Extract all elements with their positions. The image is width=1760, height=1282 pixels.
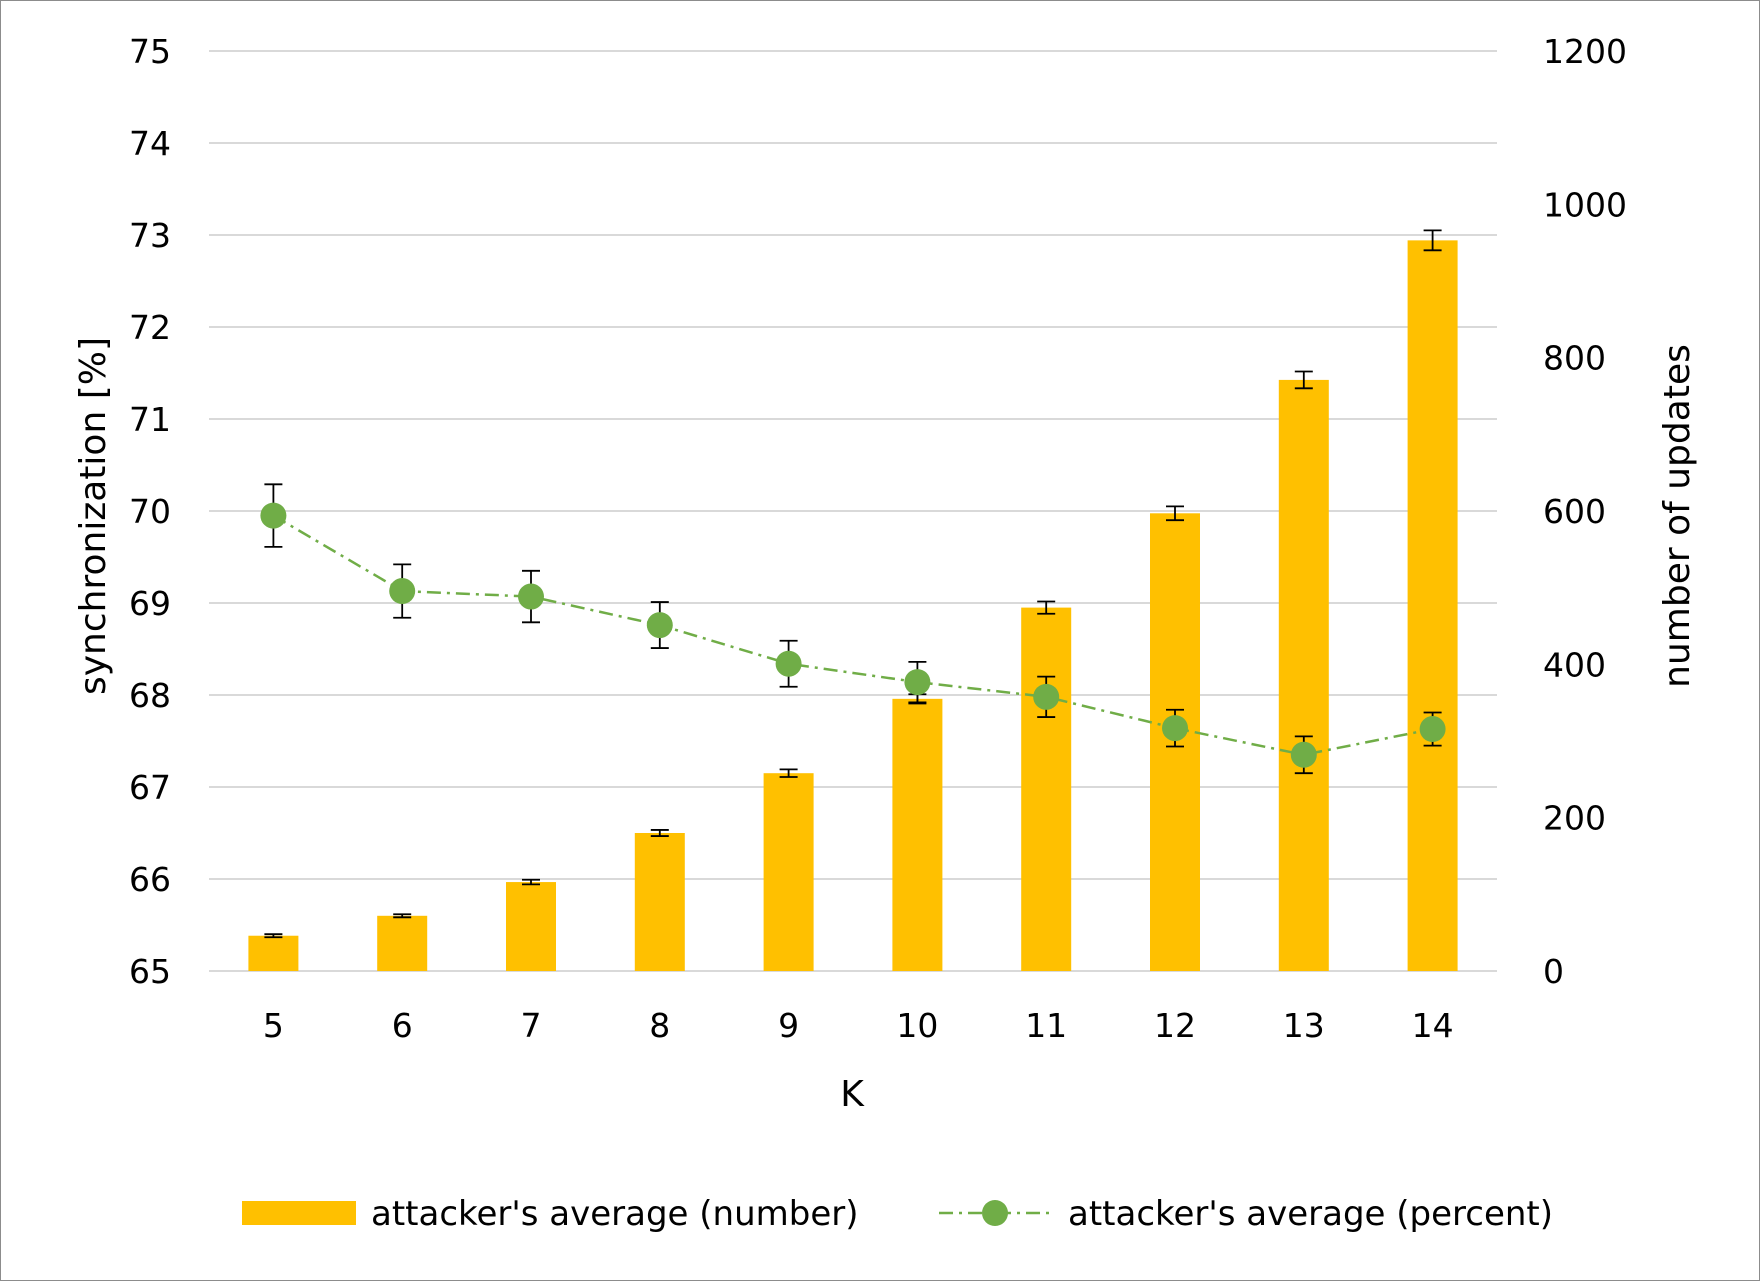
left-axis-tick-label: 72	[129, 308, 171, 347]
bar-series	[248, 240, 1458, 971]
series-line	[272, 514, 1433, 757]
right-axis-tick-label: 800	[1543, 339, 1606, 378]
left-axis-title: synchronization [%]	[73, 337, 114, 695]
right-axis-tick-label: 400	[1543, 645, 1606, 684]
right-axis-tick-label: 1000	[1543, 185, 1627, 224]
left-axis-tick-label: 71	[129, 400, 171, 439]
x-axis-tick-label: 7	[521, 1006, 542, 1045]
bar	[1407, 240, 1458, 971]
bar-error-bars	[264, 229, 1442, 939]
series-point	[904, 669, 931, 696]
bar	[763, 773, 814, 971]
right-axis-title: number of updates	[1657, 344, 1698, 688]
series-point	[260, 502, 287, 529]
legend-label-bar: attacker's average (number)	[371, 1194, 859, 1234]
right-axis-tick-label: 1200	[1543, 32, 1627, 71]
right-axis-tick-label: 200	[1543, 799, 1606, 838]
left-axis-tick-label: 66	[129, 860, 171, 899]
x-axis-title: K	[840, 1074, 865, 1115]
series-point	[389, 578, 416, 605]
left-axis-ticks: 65 66 67 68 69 70 71 72 73 74 75	[129, 32, 171, 991]
series-point	[1290, 741, 1317, 768]
bar	[892, 698, 943, 971]
left-axis-tick-label: 67	[129, 768, 171, 807]
x-axis-tick-label: 5	[263, 1006, 284, 1045]
left-axis-tick-label: 75	[129, 32, 171, 71]
left-axis-tick-label: 73	[129, 216, 171, 255]
bar	[248, 935, 299, 971]
series-point	[1419, 716, 1446, 743]
x-axis-tick-label: 9	[778, 1006, 799, 1045]
right-axis-tick-label: 600	[1543, 492, 1606, 531]
series-point	[646, 612, 673, 639]
bar	[377, 915, 428, 971]
legend-swatch-bar	[242, 1201, 356, 1225]
x-axis-tick-label: 13	[1283, 1006, 1325, 1045]
x-axis-tick-label: 6	[392, 1006, 413, 1045]
left-axis-tick-label: 69	[129, 584, 171, 623]
bar	[506, 882, 556, 971]
right-axis-tick-label: 0	[1543, 952, 1564, 991]
legend: attacker's average (number) attacker's a…	[242, 1194, 1553, 1234]
series-point	[775, 650, 802, 677]
x-axis-tick-label: 14	[1412, 1006, 1454, 1045]
bar	[1021, 607, 1072, 971]
line-series	[260, 483, 1446, 775]
left-axis-tick-label: 74	[129, 124, 171, 163]
gridlines	[209, 50, 1497, 972]
series-point	[1162, 715, 1188, 742]
left-axis-tick-label: 65	[129, 952, 171, 991]
right-axis-ticks: 0 200 400 600 800 1000 1200	[1543, 32, 1627, 991]
series-point	[1033, 683, 1060, 710]
bar	[1278, 379, 1329, 971]
x-axis-tick-label: 10	[896, 1006, 938, 1045]
bar	[634, 833, 685, 971]
legend-swatch-marker	[982, 1200, 1008, 1226]
x-axis-tick-label: 8	[649, 1006, 670, 1045]
left-axis-tick-label: 68	[129, 676, 171, 715]
left-axis-tick-label: 70	[129, 492, 171, 531]
series-point	[518, 583, 544, 610]
legend-label-line: attacker's average (percent)	[1068, 1194, 1553, 1234]
x-axis-tick-label: 11	[1025, 1006, 1067, 1045]
x-axis-tick-label: 12	[1154, 1006, 1196, 1045]
x-axis-ticks: 5 6 7 8 9 10 11 12 13 14	[263, 1006, 1454, 1045]
